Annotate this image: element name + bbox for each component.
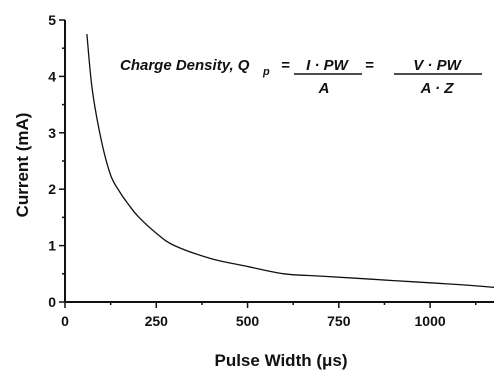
charge-density-formula: Charge Density, Q p = I · PW A = V · PW … <box>120 57 482 97</box>
x-axis-title: Pulse Width (μs) <box>214 351 347 370</box>
formula-numerator-1: I · PW <box>306 57 350 74</box>
formula-denominator-2: A · Z <box>420 80 455 97</box>
y-tick-label: 5 <box>48 12 56 28</box>
x-axis-ticks: 0 250 500 750 1000 <box>61 302 477 329</box>
x-tick-label: 500 <box>236 313 260 329</box>
formula-equals-2: = <box>365 57 374 74</box>
x-tick-label: 0 <box>61 313 69 329</box>
y-tick-label: 0 <box>48 294 56 310</box>
x-tick-label: 750 <box>327 313 351 329</box>
formula-equals-1: = <box>281 57 290 74</box>
y-tick-label: 3 <box>48 125 56 141</box>
formula-label: Charge Density, Q <box>120 57 250 74</box>
x-tick-label: 1000 <box>415 313 446 329</box>
formula-numerator-2: V · PW <box>413 57 462 74</box>
y-axis-ticks: 0 1 2 3 4 5 <box>48 12 65 310</box>
x-tick-label: 250 <box>145 313 169 329</box>
y-tick-label: 2 <box>48 181 56 197</box>
y-tick-label: 1 <box>48 238 56 254</box>
y-axis-title: Current (mA) <box>13 113 32 218</box>
y-tick-label: 4 <box>48 68 56 84</box>
series-line-current <box>86 34 495 288</box>
formula-denominator-1: A <box>318 80 330 97</box>
formula-subscript: p <box>262 66 270 78</box>
